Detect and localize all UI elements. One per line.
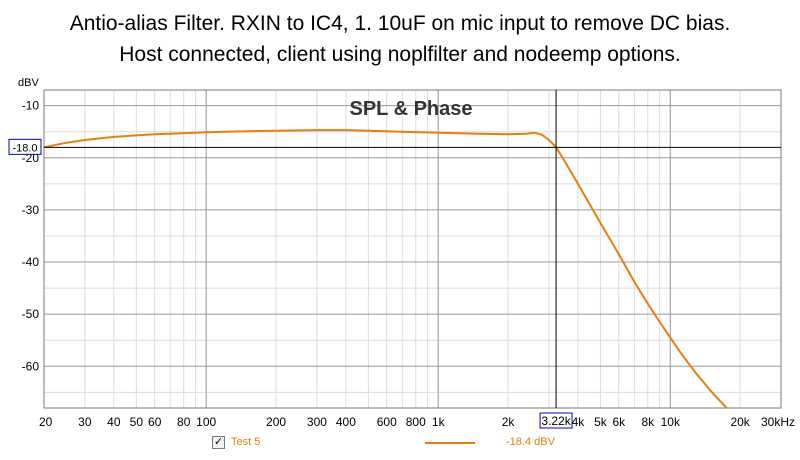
series-visibility-checkbox[interactable]: ✓ [212, 436, 225, 449]
x-tick-label: 30kHz [761, 415, 795, 429]
series-layer [44, 129, 729, 408]
x-axis-tick-labels: 20 30 40 50 60 80 100 200 300 400 600 800 1k 2k 4k 5k 6k… [39, 415, 795, 429]
major-grid [44, 90, 781, 408]
x-tick-label: 50 [130, 415, 144, 429]
x-tick-label: 8k [641, 415, 655, 429]
x-tick-label: 6k [612, 415, 626, 429]
x-tick-label: 600 [377, 415, 397, 429]
y-tick-label: -10 [22, 99, 40, 113]
series-line-test-5 [44, 129, 729, 408]
y-tick-label: -30 [22, 203, 40, 217]
y-tick-label: -60 [22, 359, 40, 373]
legend: ✓ Test 5 -18.4 dBV [0, 436, 800, 454]
x-tick-label: 2k [502, 415, 516, 429]
plot-title: SPL & Phase [349, 98, 472, 120]
legend-series-name[interactable]: Test 5 [231, 436, 261, 448]
x-tick-label: 20 [39, 415, 53, 429]
y-tick-label: -50 [22, 307, 40, 321]
x-tick-label: 5k [594, 415, 608, 429]
cursor-layer[interactable]: 3.22k -18.0 [8, 90, 781, 429]
legend-cursor-value: -18.4 dBV [506, 436, 555, 448]
chart-title-line-1: Antio-alias Filter. RXIN to IC4, 1. 10uF… [69, 12, 731, 35]
cursor-x-label-box [539, 412, 573, 429]
y-axis-unit-label: dBV [18, 77, 39, 89]
x-tick-label: 40 [107, 415, 121, 429]
x-tick-label: 300 [307, 415, 327, 429]
legend-series-line-swatch [425, 442, 475, 444]
cursor-y-label-box [8, 138, 42, 155]
x-tick-label: 10k [661, 415, 681, 429]
x-tick-label: 800 [406, 415, 426, 429]
x-tick-label: 30 [78, 415, 92, 429]
cursor-x-value-label: 3.22k [541, 414, 571, 428]
x-tick-label: 200 [266, 415, 286, 429]
x-tick-label: 4k [572, 415, 586, 429]
x-tick-label: 400 [336, 415, 356, 429]
y-tick-label: -40 [22, 255, 40, 269]
x-tick-label: 80 [177, 415, 191, 429]
y-axis-tick-labels: -10-20-30-40-50-60 [22, 99, 40, 374]
x-tick-label: 1k [432, 415, 446, 429]
x-tick-label: 100 [196, 415, 216, 429]
chart-title-line-2: Host connected, client using noplfilter … [119, 43, 681, 66]
x-tick-label: 20k [730, 415, 750, 429]
x-tick-label: 60 [148, 415, 162, 429]
cursor-y-value-label: -18.0 [12, 142, 37, 154]
plot-frame [43, 89, 782, 409]
